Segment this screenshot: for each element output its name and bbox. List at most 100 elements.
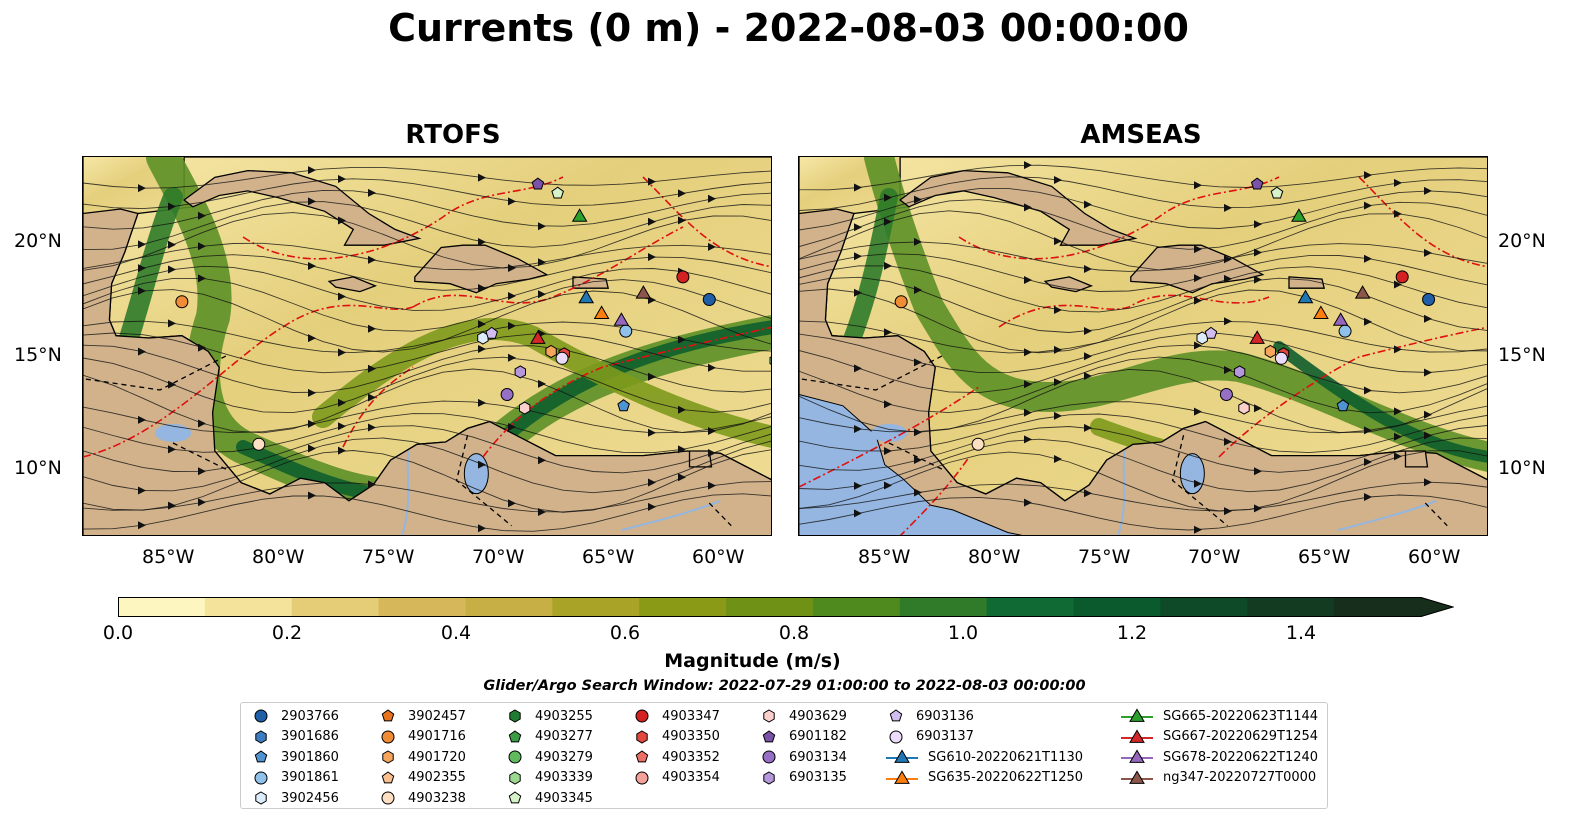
x-tick-label: 70°W bbox=[1188, 546, 1241, 568]
flow-arrow bbox=[648, 502, 656, 511]
flow-arrow bbox=[678, 189, 686, 198]
colorbar-segment bbox=[1160, 597, 1248, 617]
land-polygon bbox=[327, 276, 378, 293]
colorbar-segment bbox=[118, 597, 206, 617]
legend-marker bbox=[894, 769, 910, 784]
flow-arrow bbox=[138, 240, 146, 249]
platform-marker bbox=[1422, 293, 1436, 306]
streamline bbox=[83, 277, 771, 332]
country-border bbox=[170, 441, 227, 470]
legend-label: 4903339 bbox=[535, 770, 593, 785]
y-tick-label: 10°N bbox=[1498, 457, 1546, 479]
flow-arrow bbox=[508, 353, 516, 362]
legend-label: 6903135 bbox=[789, 770, 847, 785]
legend-item: 4902355 bbox=[378, 768, 466, 788]
colorbar-tick: 0.8 bbox=[778, 622, 810, 644]
river bbox=[1337, 499, 1437, 532]
legend-marker bbox=[762, 729, 776, 742]
flow-arrow bbox=[1364, 426, 1372, 435]
platform-marker bbox=[593, 305, 610, 319]
platform-marker bbox=[514, 365, 526, 379]
x-tick-label: 85°W bbox=[142, 546, 195, 568]
flow-arrow bbox=[854, 252, 862, 261]
flow-arrow bbox=[914, 195, 922, 204]
flow-arrow bbox=[914, 488, 922, 497]
flow-arrow bbox=[1084, 372, 1092, 381]
flow-arrow bbox=[1194, 274, 1202, 283]
circle-marker-icon bbox=[889, 730, 903, 743]
platform-marker bbox=[555, 351, 569, 365]
flow-arrow bbox=[338, 174, 346, 183]
flow-arrow bbox=[308, 491, 316, 500]
x-tick-label: 75°W bbox=[362, 546, 415, 568]
legend-marker bbox=[381, 770, 395, 783]
flow-arrow bbox=[1024, 161, 1032, 170]
flow-arrow bbox=[1084, 489, 1092, 498]
flow-arrow bbox=[708, 481, 716, 490]
flow-arrow bbox=[538, 379, 546, 388]
y-tick-label: 10°N bbox=[14, 457, 62, 479]
flow-arrow bbox=[884, 261, 892, 270]
hexagon-marker-icon bbox=[763, 709, 775, 723]
colorbar-segment bbox=[1073, 597, 1161, 617]
map-panel-amseas[interactable] bbox=[798, 156, 1488, 536]
legend-label: 6903137 bbox=[916, 729, 974, 744]
platform-marker bbox=[635, 285, 652, 299]
map-panel-rtofs[interactable] bbox=[82, 156, 772, 536]
flow-arrow bbox=[1024, 435, 1032, 444]
flow-arrow bbox=[678, 216, 686, 225]
flow-arrow bbox=[914, 286, 922, 295]
flow-arrow bbox=[308, 444, 316, 453]
legend-item: 3902456 bbox=[251, 788, 339, 808]
flow-arrow bbox=[1254, 504, 1262, 513]
y-tick-label: 15°N bbox=[14, 344, 62, 366]
lake-nicaragua bbox=[155, 423, 192, 442]
flow-arrow bbox=[168, 202, 176, 211]
flow-arrow bbox=[708, 449, 716, 458]
legend-label: 4903354 bbox=[662, 770, 720, 785]
flow-arrow bbox=[478, 238, 486, 247]
flow-arrow bbox=[338, 348, 346, 357]
flow-arrow bbox=[368, 393, 376, 402]
flow-arrow bbox=[478, 344, 486, 353]
colorbar-segment bbox=[378, 597, 467, 617]
flow-arrow bbox=[478, 460, 486, 469]
colorbar-tick: 1.2 bbox=[1116, 622, 1148, 644]
platform-marker bbox=[1219, 388, 1233, 401]
legend-item: SG665-20220623T1144 bbox=[1121, 706, 1318, 726]
colorbar-segment bbox=[1334, 597, 1422, 617]
legend-label: 4902355 bbox=[408, 770, 466, 785]
legend-item: 4903255 bbox=[505, 706, 593, 726]
legend-marker bbox=[763, 770, 775, 785]
circle-marker-icon bbox=[254, 771, 268, 784]
flow-arrow bbox=[138, 264, 146, 273]
river bbox=[401, 450, 410, 535]
colorbar-label: Magnitude (m/s) bbox=[664, 650, 841, 672]
colorbar-segment bbox=[1247, 597, 1335, 617]
flow-arrow bbox=[1084, 423, 1092, 432]
flow-arrow bbox=[1084, 265, 1092, 274]
streamline bbox=[799, 481, 1487, 512]
flow-arrow bbox=[854, 424, 862, 433]
legend-marker bbox=[381, 791, 395, 805]
colorbar-segment bbox=[291, 597, 380, 617]
flow-arrow bbox=[1424, 478, 1432, 487]
legend-marker bbox=[1129, 769, 1145, 784]
triangle-marker-icon bbox=[886, 749, 918, 763]
flow-arrow bbox=[1024, 275, 1032, 284]
legend-label: ng347-20220727T0000 bbox=[1163, 770, 1317, 785]
flow-arrow bbox=[1194, 407, 1202, 416]
legend-label: 6901182 bbox=[789, 729, 847, 744]
flow-arrow bbox=[338, 292, 346, 301]
pentagon-marker-icon bbox=[381, 770, 395, 783]
flow-arrow bbox=[168, 445, 176, 454]
legend-item: 4903354 bbox=[632, 768, 720, 788]
flow-arrow bbox=[538, 222, 546, 231]
flow-arrow bbox=[1194, 245, 1202, 254]
flow-arrow bbox=[1424, 410, 1432, 419]
flow-arrow bbox=[368, 423, 376, 432]
legend-label: 4903345 bbox=[535, 790, 593, 806]
eez-boundary bbox=[1218, 326, 1487, 458]
legend-item: 4903277 bbox=[505, 727, 593, 747]
flow-arrow bbox=[368, 255, 376, 264]
